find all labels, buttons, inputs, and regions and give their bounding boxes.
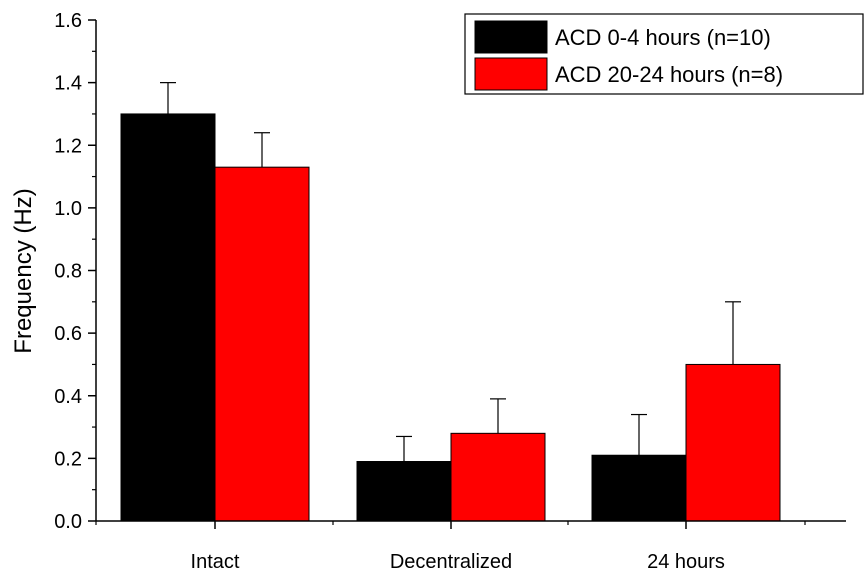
x-tick-label-1: Decentralized (390, 551, 512, 573)
y-tick-label-0: 0.0 (54, 511, 82, 533)
legend: ACD 0-4 hours (n=10) ACD 20-24 hours (n=8… (464, 13, 864, 95)
y-tick-label-5: 1.0 (54, 198, 82, 220)
legend-swatch-1 (474, 57, 548, 91)
x-tick-label-2: 24 hours (647, 551, 725, 573)
bar-s0-c1 (356, 461, 452, 522)
bar-s1-c2 (685, 363, 781, 522)
bars-layer (120, 113, 781, 522)
y-tick-label-7: 1.4 (54, 73, 82, 95)
bar-s1-c0 (214, 166, 310, 522)
error-bars-layer (160, 82, 741, 462)
y-tick-label-3: 0.6 (54, 323, 82, 345)
y-tick-label-2: 0.4 (54, 386, 82, 408)
y-tick-label-8: 1.6 (54, 10, 82, 32)
x-tick-label-0: Intact (191, 551, 240, 573)
bar-s0-c2 (591, 454, 687, 522)
y-tick-label-1: 0.2 (54, 448, 82, 470)
legend-swatch-0 (474, 20, 548, 54)
y-tick-label-6: 1.2 (54, 135, 82, 157)
y-tick-label-4: 0.8 (54, 261, 82, 283)
legend-label-1: ACD 20-24 hours (n=8) (555, 62, 783, 87)
legend-label-0: ACD 0-4 hours (n=10) (555, 25, 771, 50)
axes-layer: 0.0 0.2 0.4 0.6 0.8 1.0 1.2 1.4 1.6 Intact Decentr… (54, 10, 846, 573)
y-axis-title: Frequency (Hz) (10, 188, 37, 353)
bar-s0-c0 (120, 113, 216, 522)
bar-s1-c1 (450, 432, 546, 522)
